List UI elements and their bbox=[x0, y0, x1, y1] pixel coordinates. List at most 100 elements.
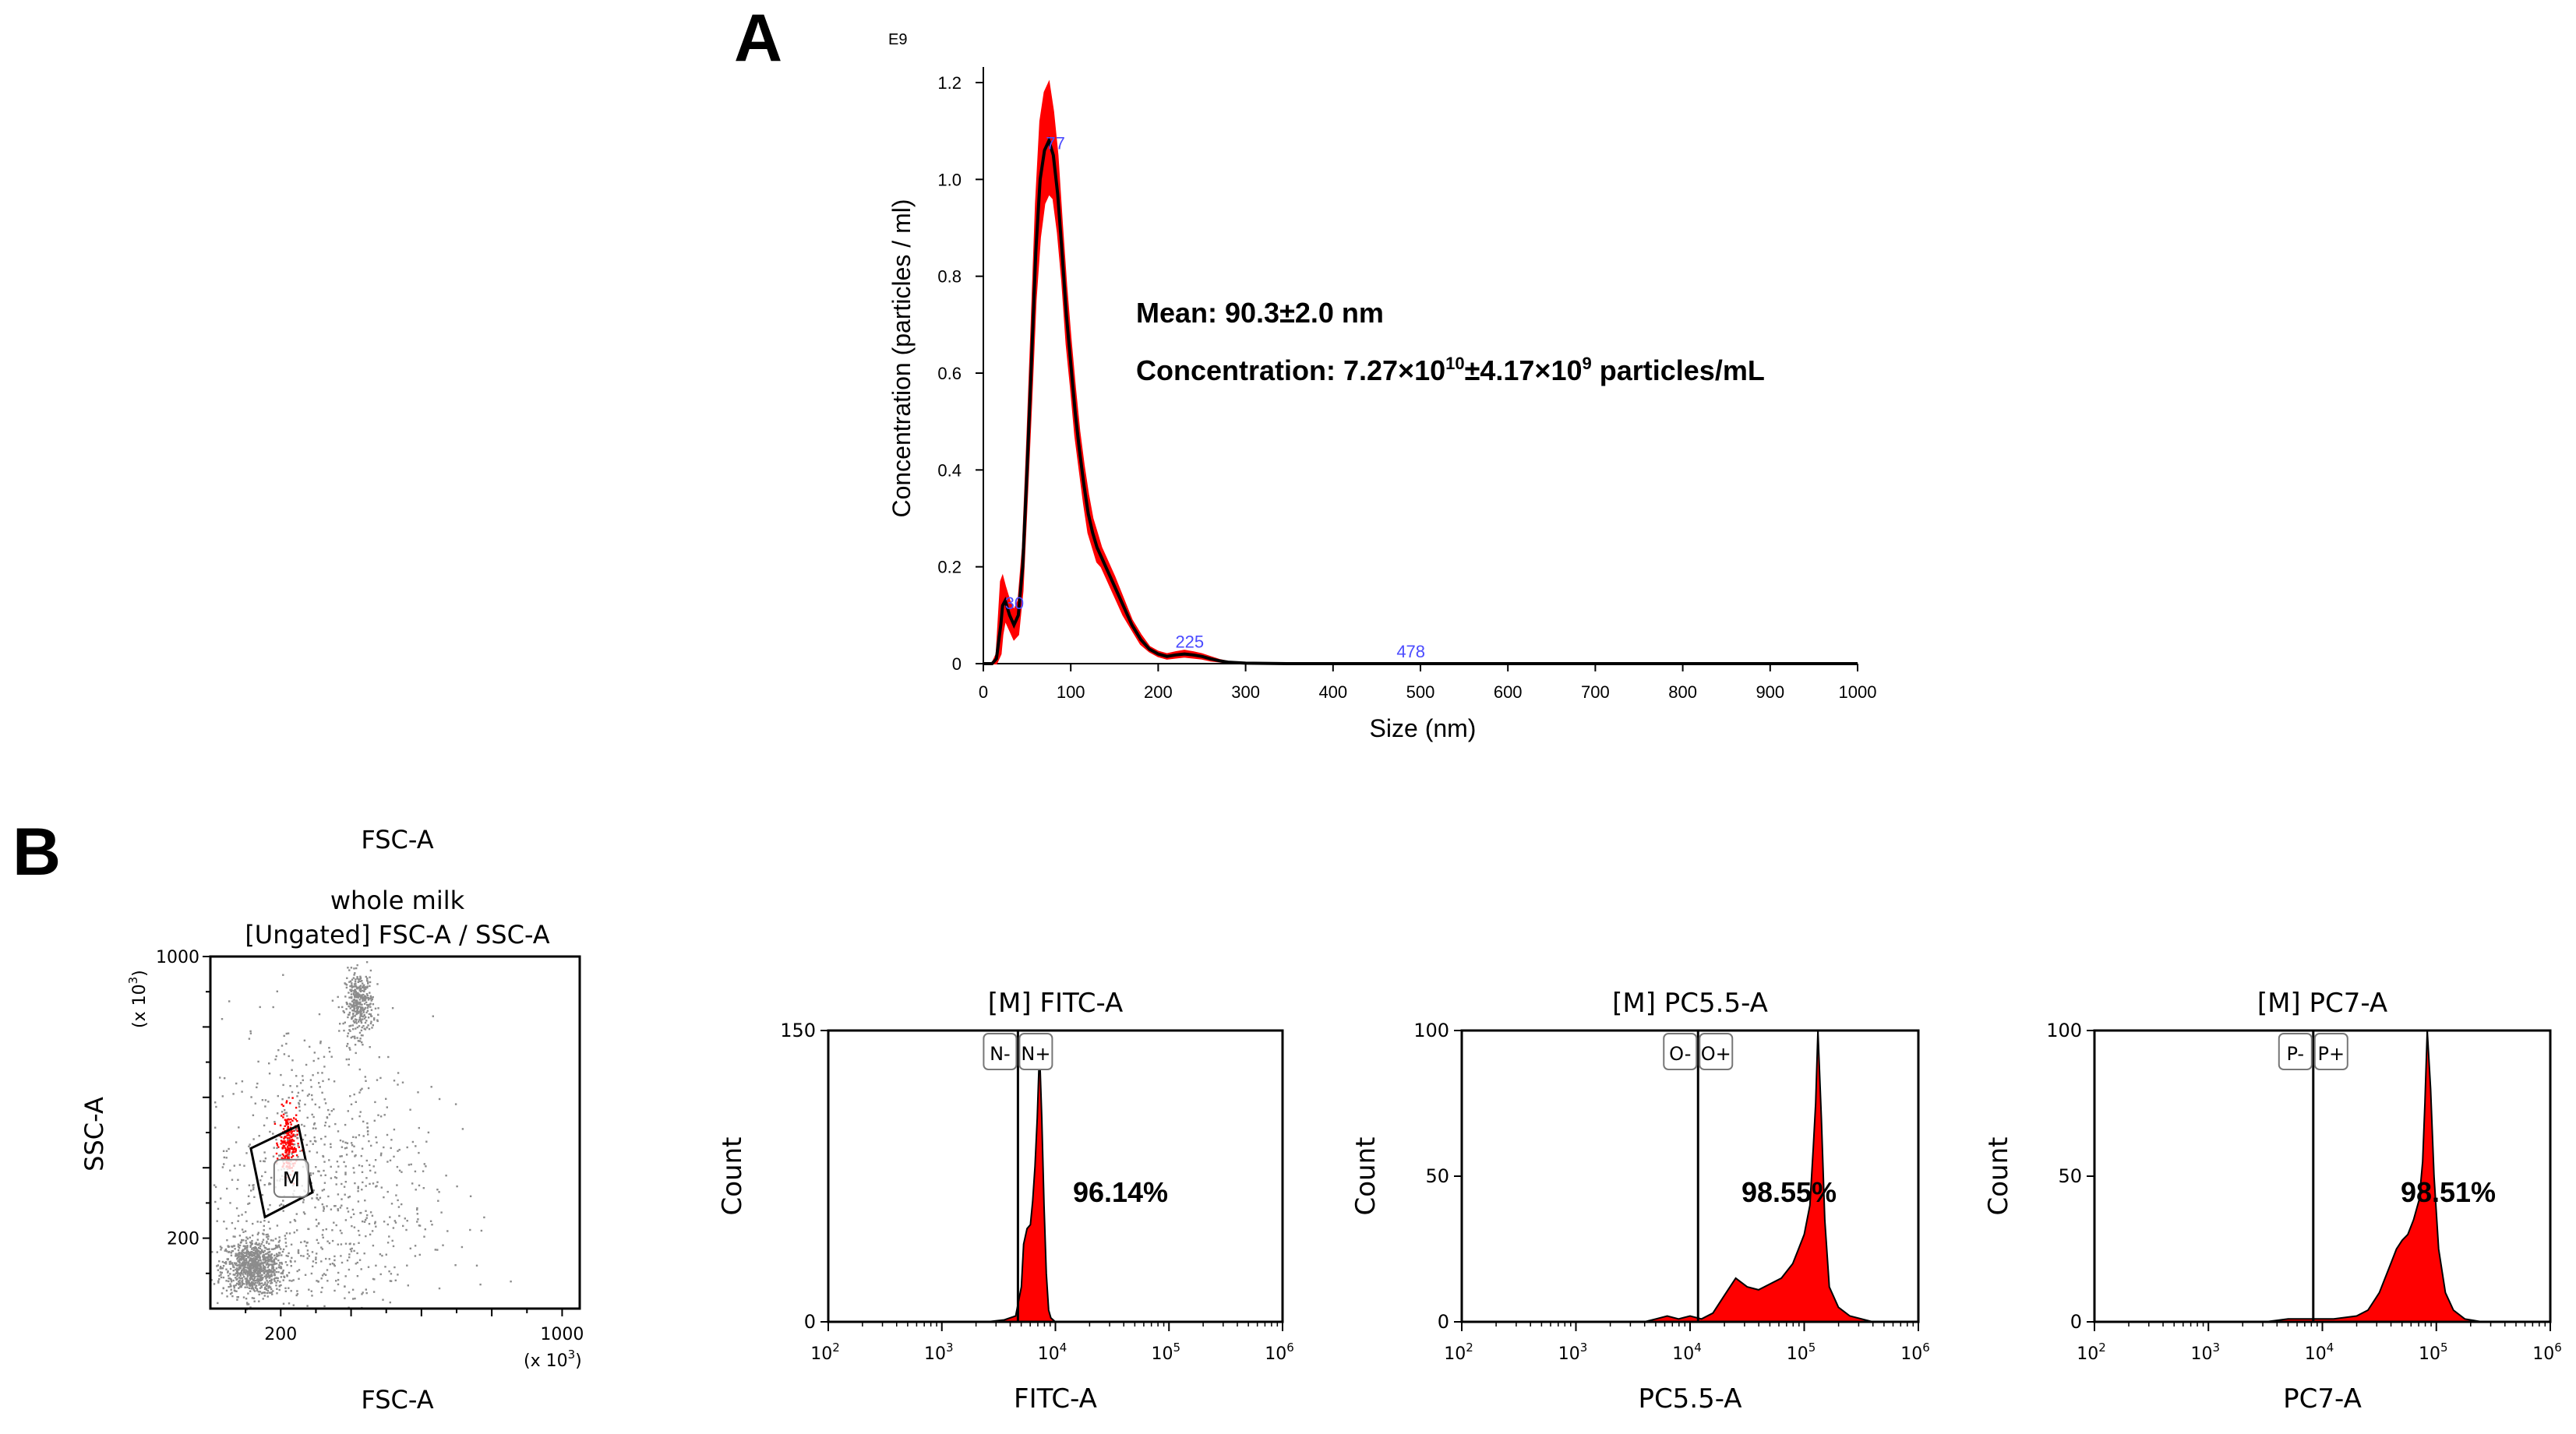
scatter-dot bbox=[309, 1174, 312, 1176]
scatter-dot bbox=[243, 1276, 245, 1278]
scatter-dot bbox=[436, 1189, 439, 1191]
scatter-gate-label-box bbox=[273, 1158, 309, 1198]
scatter-dot bbox=[362, 1025, 365, 1027]
scatter-dot bbox=[363, 990, 365, 992]
scatter-dot bbox=[249, 1269, 252, 1271]
scatter-dot bbox=[299, 1150, 302, 1152]
scatter-dot bbox=[369, 1233, 372, 1236]
scatter-dot bbox=[214, 1186, 217, 1189]
scatter-dot bbox=[328, 1159, 330, 1161]
scatter-dot bbox=[236, 1275, 238, 1277]
scatter-dot bbox=[241, 1281, 244, 1284]
scatter-dot bbox=[259, 1256, 261, 1259]
scatter-dot bbox=[427, 1131, 430, 1134]
scatter-dot bbox=[234, 1235, 236, 1238]
scatter-dot bbox=[287, 1140, 289, 1142]
scatter-dot bbox=[351, 1142, 353, 1144]
scatter-gate-label: M bbox=[283, 1168, 300, 1192]
scatter-dot bbox=[366, 995, 369, 997]
scatter-dot bbox=[302, 1075, 304, 1077]
scatter-dot bbox=[270, 1260, 273, 1262]
scatter-dot bbox=[224, 1261, 228, 1263]
scatter-dot bbox=[267, 1235, 270, 1238]
scatter-dot bbox=[366, 1130, 369, 1133]
scatter-dot bbox=[312, 1127, 315, 1129]
scatter-dot bbox=[313, 1122, 316, 1125]
scatter-dot bbox=[282, 1140, 284, 1143]
scatter-dot bbox=[284, 1136, 287, 1138]
scatter-dot bbox=[368, 1027, 371, 1031]
scatter-dot bbox=[354, 991, 356, 993]
scatter-dot bbox=[259, 1259, 262, 1261]
scatter-dot bbox=[354, 1010, 357, 1013]
scatter-dot bbox=[369, 992, 371, 994]
scatter-dot bbox=[313, 1052, 316, 1054]
scatter-dot bbox=[295, 1154, 298, 1157]
scatter-dot bbox=[285, 1123, 288, 1126]
fitc-title: [M] FITC-A bbox=[988, 988, 1124, 1019]
scatter-dot bbox=[224, 1262, 226, 1264]
scatter-dot bbox=[249, 1284, 252, 1287]
scatter-dot bbox=[346, 1045, 348, 1048]
scatter-dot bbox=[342, 1140, 344, 1143]
scatter-dot bbox=[263, 1160, 266, 1163]
scatter-dot bbox=[358, 1020, 360, 1023]
scatter-dot bbox=[228, 1000, 231, 1002]
scatter-dot bbox=[282, 1302, 285, 1305]
scatter-dot bbox=[245, 1220, 248, 1222]
scatter-dot bbox=[365, 1003, 369, 1006]
scatter-dot bbox=[232, 1270, 235, 1272]
scatter-dot bbox=[229, 1293, 232, 1295]
scatter-dot bbox=[397, 1206, 401, 1208]
scatter-dot bbox=[238, 1244, 242, 1247]
scatter-dot bbox=[278, 1154, 281, 1157]
scatter-dot bbox=[469, 1228, 471, 1231]
scatter-dot bbox=[258, 1254, 260, 1257]
scatter-dot bbox=[250, 1288, 253, 1290]
scatter-dot bbox=[355, 995, 358, 997]
scatter-dot bbox=[245, 1251, 248, 1253]
scatter-dot bbox=[298, 1103, 301, 1105]
scatter-dot bbox=[273, 1122, 277, 1125]
scatter-dot bbox=[328, 1047, 330, 1049]
scatter-dot bbox=[263, 1295, 266, 1297]
scatter-dot bbox=[319, 1174, 323, 1177]
scatter-dot bbox=[263, 1249, 266, 1252]
scatter-dot bbox=[270, 1278, 273, 1281]
scatter-dot bbox=[354, 981, 357, 983]
scatter-dot bbox=[333, 1205, 336, 1207]
scatter-dot bbox=[256, 1263, 259, 1265]
scatter-dot bbox=[360, 1013, 362, 1016]
scatter-dot bbox=[362, 1007, 364, 1009]
scatter-dot bbox=[327, 1108, 330, 1112]
scatter-dot bbox=[355, 1007, 358, 1009]
scatter-dot bbox=[304, 1274, 307, 1276]
scatter-dot bbox=[369, 1182, 371, 1186]
scatter-dot bbox=[353, 974, 355, 976]
scatter-dot bbox=[357, 1187, 359, 1189]
scatter-dot bbox=[355, 967, 358, 970]
scatter-dot bbox=[323, 1098, 326, 1101]
scatter-dot bbox=[351, 1004, 353, 1006]
scatter-dot bbox=[356, 1252, 358, 1255]
scatter-dot bbox=[291, 1069, 293, 1071]
scatter-dot bbox=[351, 1288, 355, 1291]
scatter-gate[interactable]: M bbox=[249, 1123, 314, 1219]
scatter-dots bbox=[210, 961, 512, 1311]
scatter-dot bbox=[223, 1163, 225, 1165]
scatter-dot bbox=[362, 1135, 365, 1137]
scatter-dot bbox=[278, 1288, 281, 1291]
scatter-dot bbox=[279, 1262, 281, 1264]
scatter-dot bbox=[345, 1058, 348, 1061]
scatter-dot bbox=[393, 1266, 396, 1269]
scatter-dot bbox=[324, 1136, 326, 1138]
scatter-dot bbox=[264, 1260, 267, 1262]
scatter-dot bbox=[355, 982, 357, 985]
scatter-dot bbox=[256, 1266, 259, 1268]
scatter-dot bbox=[240, 1284, 242, 1288]
scatter-dot bbox=[296, 1120, 298, 1122]
scatter-dot bbox=[422, 1170, 425, 1172]
scatter-dot bbox=[349, 1048, 351, 1051]
scatter-dot bbox=[309, 1079, 312, 1081]
scatter-dot bbox=[252, 1257, 255, 1260]
